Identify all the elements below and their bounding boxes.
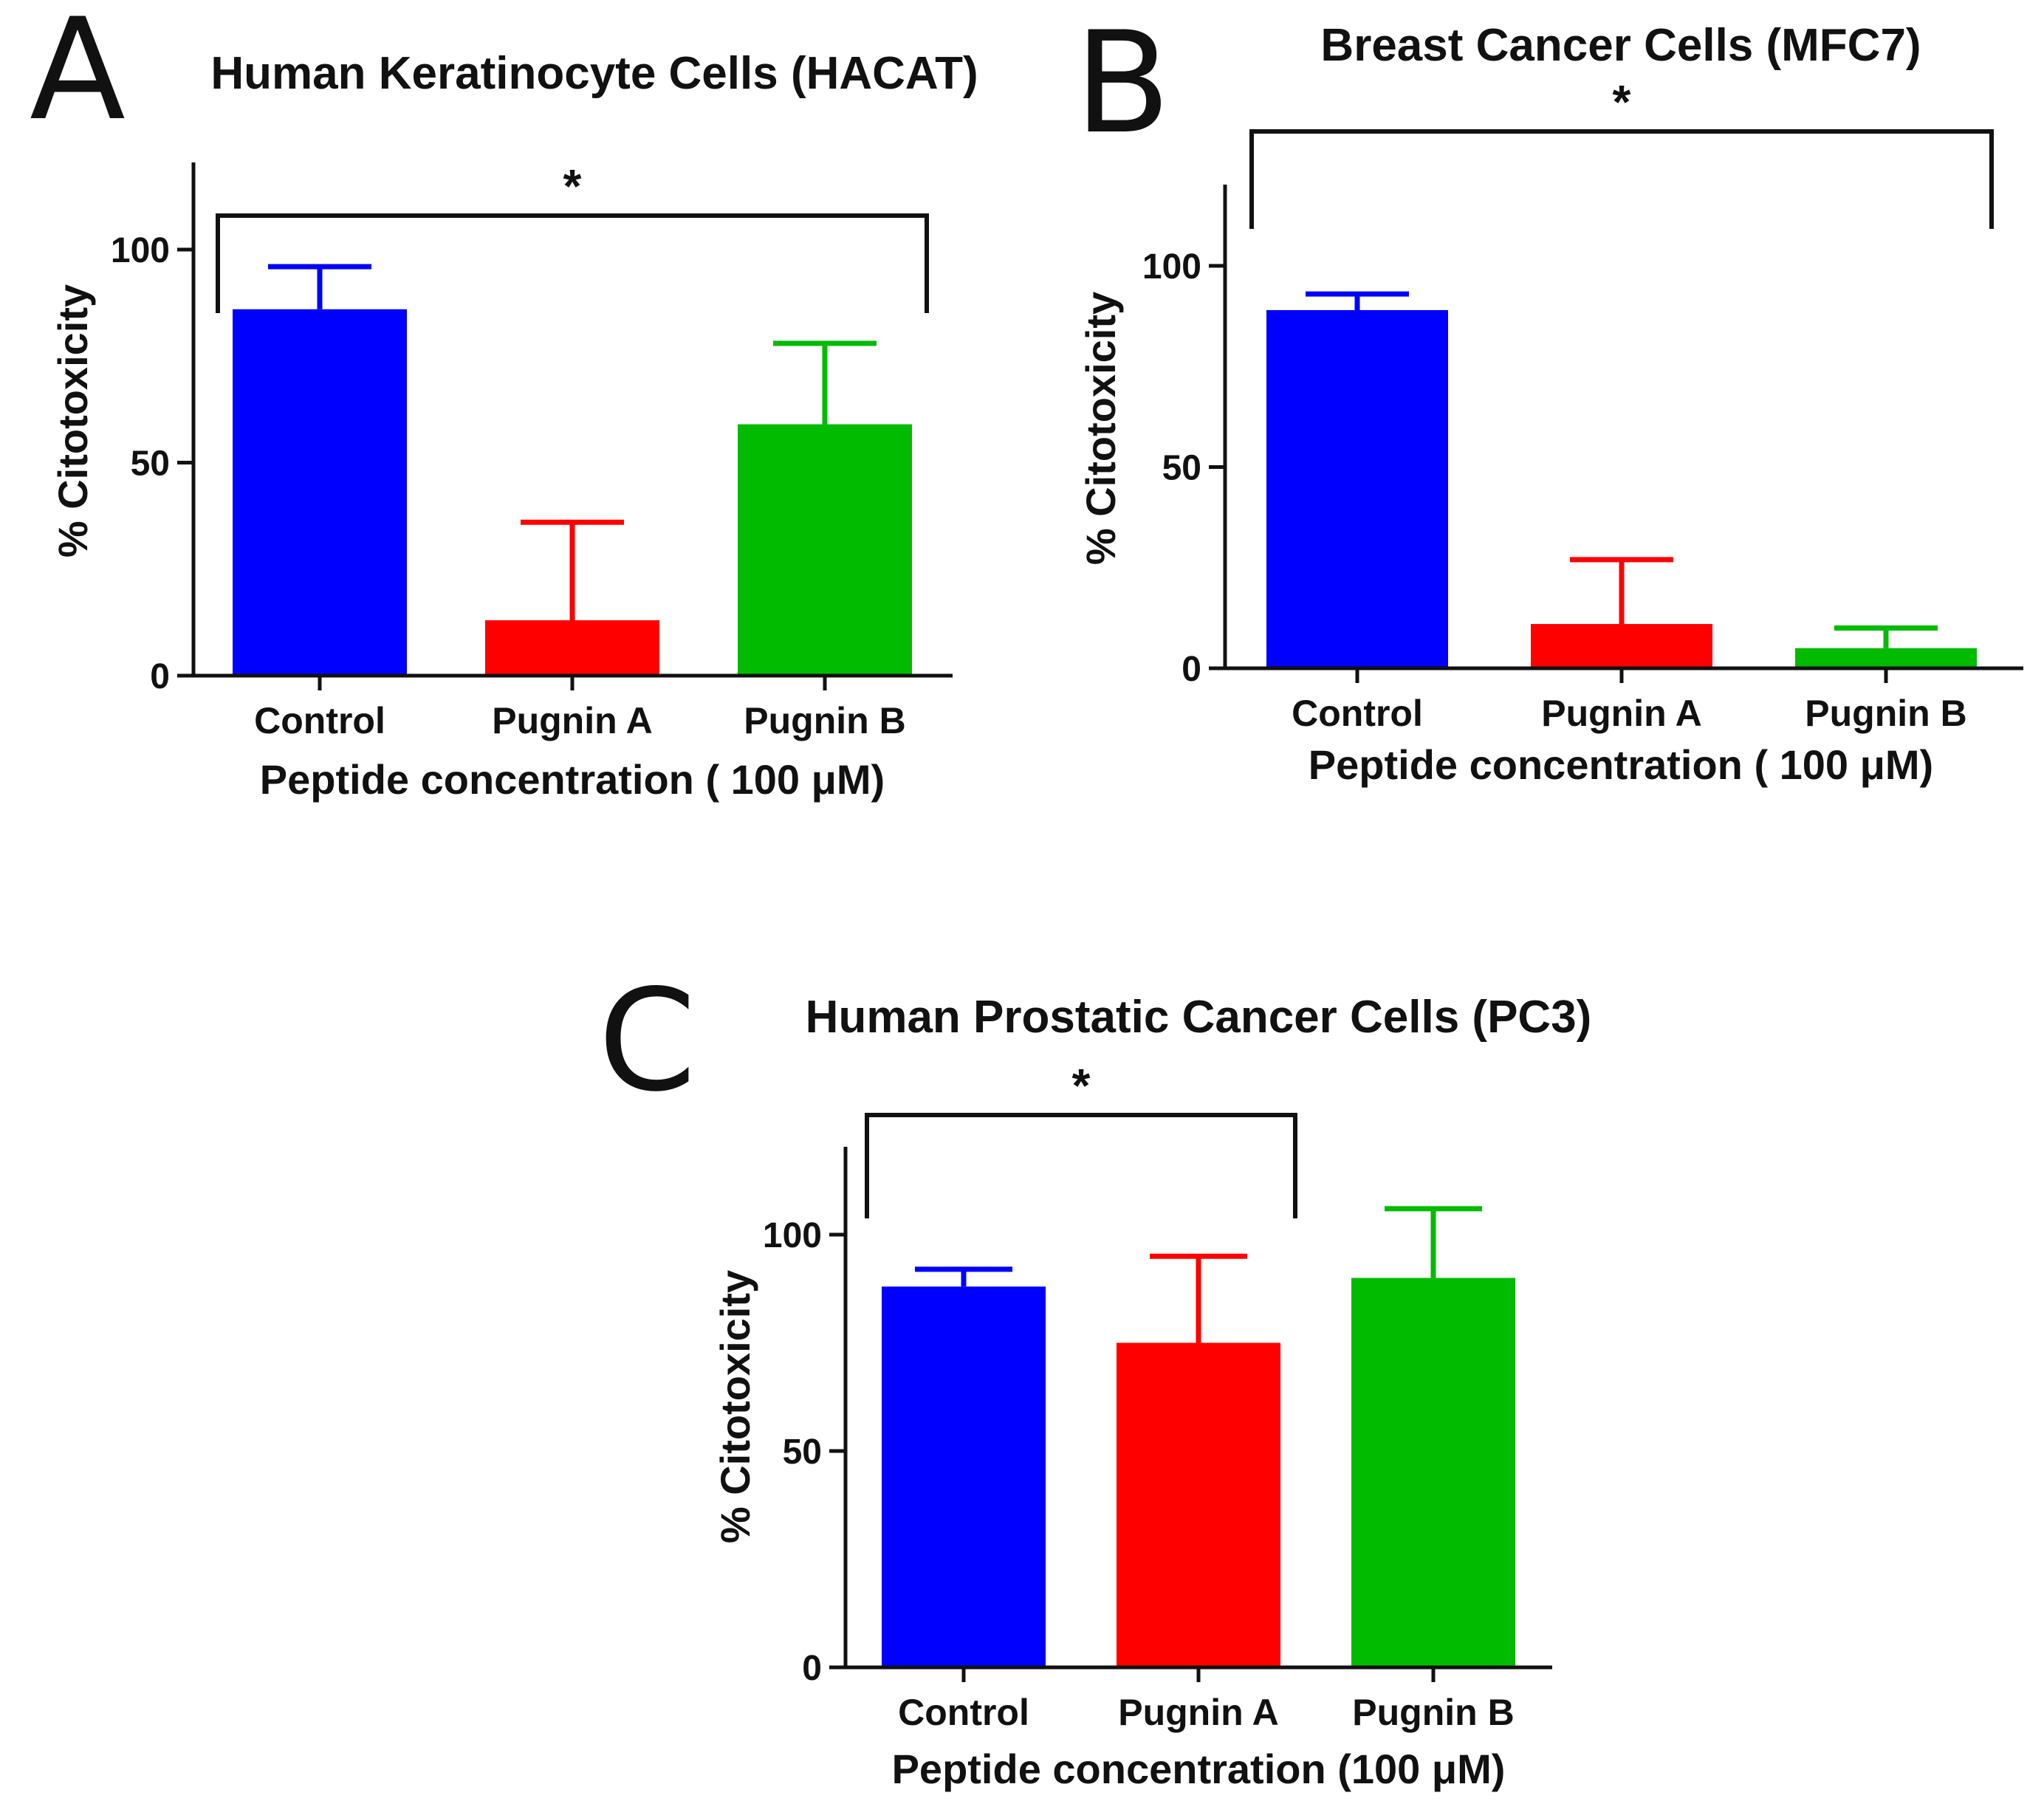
panel-a-y-tick-label: 50 [131,445,170,484]
panel-b-y-tick-label: 100 [1142,247,1201,287]
panel-b-category-label: Control [1292,693,1423,734]
panel-b-chart: B Breast Cancer Cells (MFC7) % Citotoxic… [1074,1,2023,788]
panel-b-y-tick-label: 50 [1162,449,1201,488]
panel-b-significance-label: * [1613,75,1631,128]
panel-a-marks: 0 50 100 Control Pugnin A Pugnin B * [111,159,953,741]
panel-c-chart: C Human Prostatic Cancer Cells (PC3) % C… [598,959,1591,1792]
panel-c-category-label: Pugnin A [1118,1692,1279,1733]
panel-c-significance-label: * [1072,1059,1091,1112]
panel-b-category-label: Pugnin A [1541,693,1702,734]
panel-c-category-label: Pugnin B [1352,1692,1514,1733]
panel-b-bar-control [1266,309,1448,668]
panel-c-y-tick-label: 100 [763,1216,822,1255]
panel-c-bar-pugnin-a [1117,1342,1280,1667]
panel-b-x-axis-title: Peptide concentration ( 100 μM) [1309,741,1933,788]
panel-b-marks: 0 50 100 Control Pugnin A Pugnin B * [1142,75,2023,734]
panel-a-significance-label: * [563,159,582,213]
panel-b-significance-bracket [1249,129,1994,229]
panel-c-bar-pugnin-b [1351,1277,1515,1667]
panel-c-marks: 0 50 100 Control Pugnin A Pugnin B * [763,1059,1552,1733]
panel-a-bar-control [233,309,407,676]
panel-a-bar-pugnin-a [485,620,659,676]
panel-b-category-label: Pugnin B [1805,693,1966,734]
panel-a-y-tick-label: 0 [150,657,170,696]
panel-a-category-label: Pugnin A [492,700,653,741]
panel-a-y-axis-title: % Citotoxicity [49,284,96,558]
panel-c-x-axis-title: Peptide concentration (100 μM) [892,1746,1506,1792]
panel-c-category-label: Control [898,1692,1029,1733]
panel-c-bar-control [882,1286,1046,1667]
panel-c-y-tick-label: 0 [802,1649,822,1688]
panel-a-x-axis-title: Peptide concentration ( 100 μM) [260,756,885,803]
panel-b-y-axis-title: % Citotoxicity [1077,292,1124,565]
panel-a-letter: A [30,0,126,151]
panel-c-title: Human Prostatic Cancer Cells (PC3) [806,992,1592,1043]
panel-a-bar-pugnin-b [738,424,912,676]
panel-a-category-label: Pugnin B [744,700,905,741]
panel-b-bar-pugnin-a [1531,624,1712,668]
panel-b-bar-pugnin-b [1795,648,1977,668]
panel-c-y-tick-label: 50 [783,1433,822,1472]
panel-c-significance-bracket [865,1113,1297,1218]
panel-b-title: Breast Cancer Cells (MFC7) [1320,20,1921,71]
panel-a-significance-bracket [216,213,929,313]
panel-a-y-tick-label: 100 [111,231,170,270]
panel-a-title: Human Keratinocyte Cells (HACAT) [210,48,978,99]
panel-a-chart: A Human Keratinocyte Cells (HACAT) % Cit… [30,0,978,803]
panel-b-letter: B [1074,1,1170,165]
panel-a-category-label: Control [254,700,385,741]
panel-c-y-axis-title: % Citotoxicity [712,1270,758,1543]
panel-c-letter: C [598,959,696,1122]
panel-b-y-tick-label: 0 [1182,650,1201,689]
